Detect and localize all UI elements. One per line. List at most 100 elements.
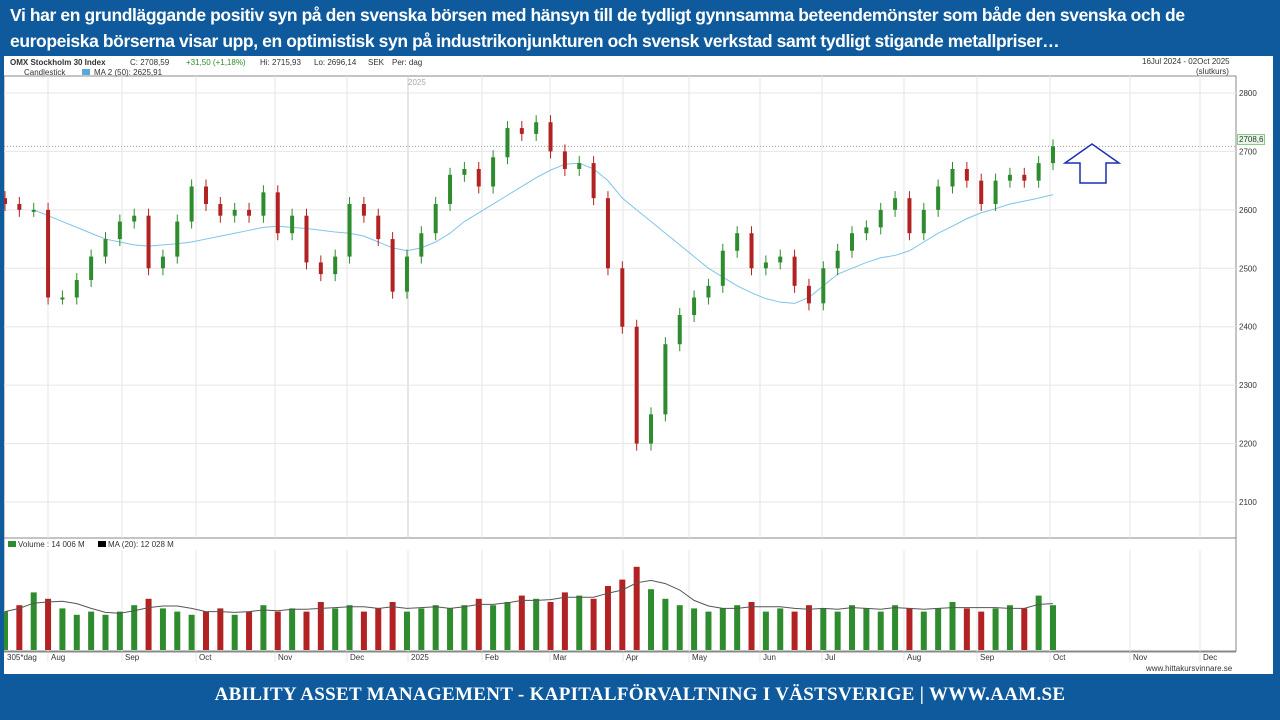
- volume-bar: [719, 608, 726, 650]
- volume-bar: [648, 589, 655, 650]
- volume-bar: [590, 598, 597, 650]
- volume-bar: [102, 614, 109, 650]
- x-tick-label: Oct: [199, 653, 212, 662]
- y-tick-label: 2300: [1239, 381, 1257, 390]
- volume-bar: [849, 605, 856, 650]
- volume-bar: [418, 608, 425, 650]
- volume-bar: [88, 611, 95, 650]
- candle-body: [31, 209, 36, 212]
- volume-bar: [447, 608, 454, 650]
- candle-body: [1036, 163, 1041, 181]
- volume-bar: [45, 598, 52, 650]
- source-label: www.hittakursvinnare.se: [1146, 664, 1233, 673]
- candle-body: [979, 180, 984, 205]
- volume-bar: [820, 608, 827, 650]
- x-tick-label: Dec: [1203, 653, 1217, 662]
- volume-bar: [475, 598, 482, 650]
- candle-body: [318, 262, 323, 275]
- plot-frame: [4, 75, 1237, 539]
- candle-body: [677, 315, 682, 345]
- date-range: 16Jul 2024 - 02Oct 2025: [1142, 57, 1230, 66]
- candle-body: [175, 221, 180, 257]
- candle-body: [1007, 174, 1012, 181]
- volume-bar: [734, 605, 741, 650]
- candle-body: [361, 204, 366, 216]
- x-tick-label: Nov: [278, 653, 292, 662]
- year-marker: 2025: [408, 78, 426, 87]
- candle-body: [46, 209, 51, 298]
- candle-body: [103, 239, 108, 257]
- chart-type-dropdown[interactable]: Candlestick: [24, 68, 66, 77]
- volume-bar: [116, 611, 123, 650]
- x-tick-label: May: [692, 653, 707, 662]
- candle-body: [132, 215, 137, 222]
- currency: SEK: [368, 58, 385, 67]
- price-chart: Aug Sep Oct Nov Dec 2025 Feb Mar Apr May Jun Jul Aug…: [4, 75, 1257, 662]
- volume-bar: [920, 611, 927, 650]
- volume-bar: [375, 608, 382, 650]
- y-tick-label: 2600: [1239, 206, 1257, 215]
- candle-body: [720, 250, 725, 286]
- y-tick-label: 2500: [1239, 264, 1257, 273]
- candle-body: [448, 174, 453, 205]
- ma-dropdown[interactable]: MA 2 (50): 2625,91: [94, 68, 163, 77]
- candle-body: [333, 256, 338, 275]
- candle-body: [304, 215, 309, 263]
- candle-body: [160, 256, 165, 269]
- candle-body: [806, 285, 811, 304]
- candle-body: [778, 256, 783, 263]
- volume-bar: [217, 608, 224, 650]
- volume-bar: [504, 602, 511, 650]
- candle-body: [261, 192, 266, 216]
- candle-body: [605, 198, 610, 269]
- volume-bar: [188, 614, 195, 650]
- candle-body: [1022, 174, 1027, 181]
- candle-body: [462, 168, 467, 175]
- candle-body: [620, 268, 625, 327]
- footer: ABILITY ASSET MANAGEMENT - KAPITALFÖRVAL…: [214, 684, 1066, 705]
- volume-bar: [978, 611, 985, 650]
- candle-body: [390, 239, 395, 292]
- volume-bar: [16, 605, 23, 650]
- volume-bar: [547, 602, 554, 650]
- candle-body: [17, 204, 22, 210]
- candle-body: [835, 250, 840, 269]
- volume-bar: [561, 592, 568, 650]
- chart-panel: Aug Sep Oct Nov Dec 2025 Feb Mar Apr May Jun Jul Aug…: [4, 56, 1273, 674]
- candle-body: [735, 233, 740, 251]
- x-tick-label: Aug: [51, 653, 65, 662]
- candle-body: [534, 122, 539, 134]
- x-tick-label: Mar: [553, 653, 567, 662]
- x-tick-label: Apr: [626, 653, 639, 662]
- volume-bar: [59, 608, 66, 650]
- x-tick-label: Sep: [980, 653, 995, 662]
- headline: Vi har en grundläggande positiv syn på d…: [10, 5, 1185, 51]
- candle-body: [290, 215, 295, 234]
- volume-bar: [805, 605, 812, 650]
- volume-bar: [231, 614, 238, 650]
- volume-bar: [604, 586, 611, 650]
- volume-bar: [289, 608, 296, 650]
- candle-body: [706, 285, 711, 298]
- candle-body: [203, 186, 208, 205]
- candle-body: [878, 209, 883, 228]
- volume-bar: [432, 605, 439, 650]
- candle-body: [950, 168, 955, 187]
- volume-bar: [246, 611, 253, 650]
- volume-bar: [1035, 595, 1042, 650]
- candle-body: [893, 198, 898, 210]
- volume-bar: [676, 605, 683, 650]
- candle-body: [4, 198, 7, 205]
- candle-body: [907, 198, 912, 234]
- candle-body: [850, 233, 855, 251]
- candle-body: [649, 414, 654, 444]
- volume-bar: [332, 608, 339, 650]
- candle-body: [749, 233, 754, 269]
- y-tick-label: 2700: [1239, 147, 1257, 156]
- candle-body: [763, 262, 768, 269]
- volume-bar: [691, 608, 698, 650]
- x-tick-label: Oct: [1053, 653, 1066, 662]
- y-tick-label: 2800: [1239, 89, 1257, 98]
- candle-body: [964, 168, 969, 181]
- candle-body: [505, 128, 510, 158]
